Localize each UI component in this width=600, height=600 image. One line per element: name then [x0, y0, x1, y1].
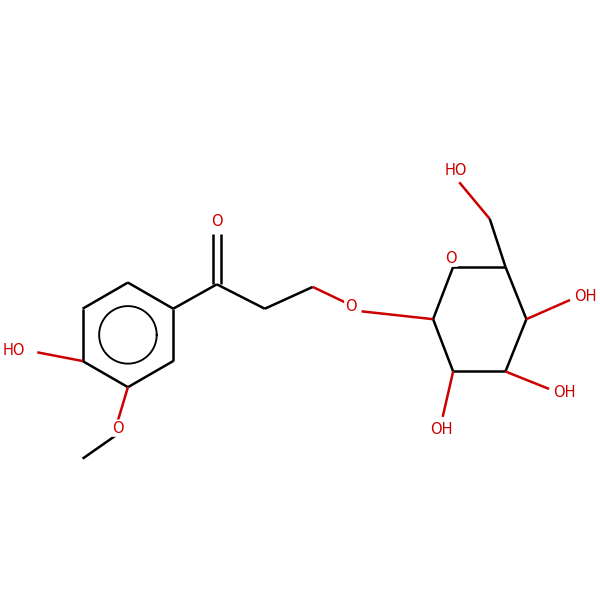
Text: OH: OH [574, 289, 597, 304]
Text: O: O [112, 421, 123, 436]
Text: OH: OH [554, 385, 576, 400]
Text: OH: OH [430, 422, 452, 437]
Text: O: O [345, 299, 357, 314]
Text: O: O [211, 214, 223, 229]
Text: HO: HO [445, 163, 467, 178]
Text: HO: HO [2, 343, 25, 358]
Text: O: O [446, 251, 457, 266]
